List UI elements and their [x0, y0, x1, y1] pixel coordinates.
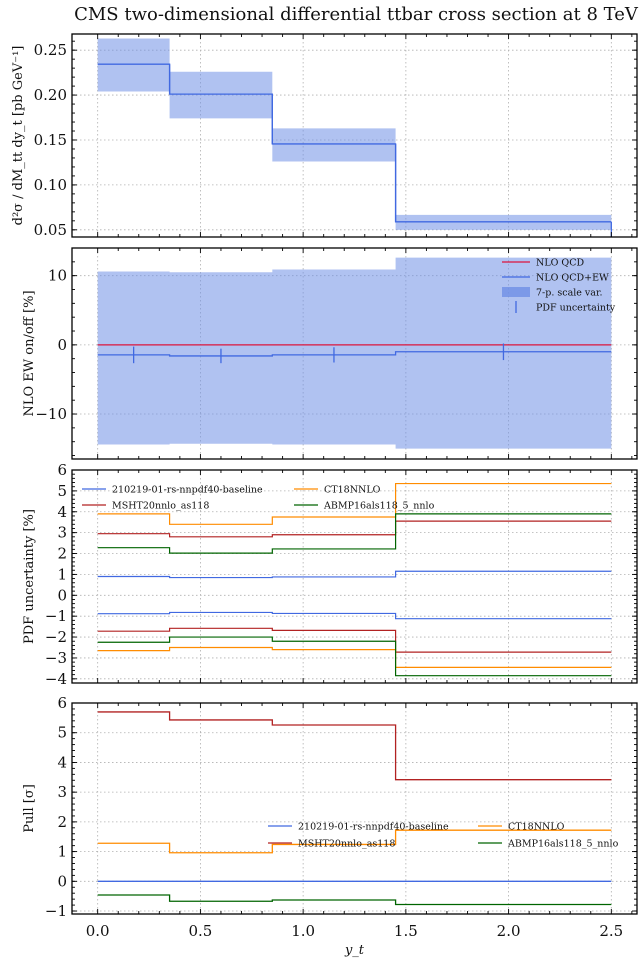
- y-tick-label: 3: [57, 524, 67, 542]
- x-tick-label: 2.0: [497, 922, 521, 940]
- legend-label: ABMP16als118_5_nnlo: [323, 501, 435, 512]
- panel-pdf-uncertainty: 210219-01-rs-nnpdf40-baseline MSHT20nnlo_…: [22, 461, 638, 688]
- y-tick-label: 0: [57, 872, 67, 890]
- legend-label: MSHT20nnlo_as118: [112, 501, 209, 512]
- x-tick-label: 2.5: [599, 922, 623, 940]
- panel-pull: 210219-01-rs-nnpdf40-baseline MSHT20nnlo_…: [22, 694, 638, 958]
- pdf-band-upper-abmp: [97, 513, 612, 554]
- y-tick-label: 0.25: [34, 41, 67, 59]
- y-axis-label: d²σ / dM_tt dy_t [pb GeV⁻¹]: [11, 46, 26, 226]
- legend-label: 210219-01-rs-nnpdf40-baseline: [298, 822, 449, 833]
- legend-label: PDF uncertainty: [536, 303, 616, 314]
- y-axis-label: PDF uncertainty [%]: [22, 509, 37, 644]
- x-tick-label: 1.0: [291, 922, 315, 940]
- y-tick-label: 5: [57, 724, 67, 742]
- nlo-qcd-ew-line: [97, 351, 612, 357]
- y-tick-label: −1: [45, 607, 67, 625]
- x-tick-label: 1.5: [394, 922, 418, 940]
- legend-label: NLO QCD+EW: [536, 273, 609, 284]
- legend-label: CT18NNLO: [508, 822, 565, 833]
- scale-variation-band: [97, 257, 612, 449]
- legend-label: MSHT20nnlo_as118: [298, 839, 395, 850]
- panel-ew-ratio: NLO QCD NLO QCD+EW 7-p. scale var. PDF unce…: [22, 247, 638, 460]
- y-tick-label: 0.05: [34, 221, 67, 239]
- pdf-band-lower-msht: [97, 627, 612, 653]
- legend-swatch-scale-var: [502, 287, 530, 297]
- panel-cross-section: 0.05 0.10 0.15 0.20 0.25 d²σ / dM_tt dy_t [pb…: [11, 33, 638, 239]
- pull-line-ct18: [97, 829, 612, 854]
- y-tick-label: −1: [45, 902, 67, 920]
- legend-label: ABMP16als118_5_nnlo: [507, 839, 619, 850]
- y-tick-label: 5: [57, 482, 67, 500]
- pdf-band-upper-ct18: [97, 482, 612, 525]
- legend-label: CT18NNLO: [324, 485, 381, 496]
- y-tick-label: −4: [45, 670, 67, 688]
- legend: 210219-01-rs-nnpdf40-baseline MSHT20nnlo_…: [268, 822, 619, 850]
- axes-frame: [71, 702, 638, 915]
- legend-label: 7-p. scale var.: [536, 288, 602, 299]
- pull-line-abmp: [97, 894, 612, 906]
- y-tick-label: 1: [57, 565, 67, 583]
- y-axis-label: NLO EW on/off [%]: [22, 290, 37, 416]
- axes-frame: [71, 469, 638, 684]
- chart-title: CMS two-dimensional differential ttbar c…: [74, 4, 639, 25]
- y-tick-label: 0.20: [34, 86, 67, 104]
- y-tick-label: 4: [57, 503, 67, 521]
- y-tick-label: 1: [57, 843, 67, 861]
- pdf-band-lower-nnpdf: [97, 611, 612, 620]
- uncertainty-band: [97, 38, 612, 230]
- legend-label: NLO QCD: [536, 258, 584, 269]
- y-tick-label: 0.10: [34, 176, 67, 194]
- pull-line-msht: [97, 711, 612, 781]
- pdf-band-lower-abmp: [97, 636, 612, 677]
- y-tick-label: −2: [45, 628, 67, 646]
- pdf-band-upper-msht: [97, 520, 612, 538]
- pdf-band-lower-ct18: [97, 646, 612, 668]
- x-axis-label: y_t: [344, 943, 365, 958]
- legend: NLO QCD NLO QCD+EW 7-p. scale var. PDF unce…: [502, 258, 616, 314]
- y-tick-label: 6: [57, 461, 67, 479]
- y-axis-label: Pull [σ]: [22, 784, 37, 833]
- y-tick-label: 0: [57, 586, 67, 604]
- y-tick-label: 4: [57, 753, 67, 771]
- x-tick-label: 0.5: [188, 922, 212, 940]
- y-tick-label: −3: [45, 649, 67, 667]
- y-tick-label: 6: [57, 694, 67, 712]
- y-tick-label: 10: [48, 267, 67, 285]
- y-tick-label: 2: [57, 813, 67, 831]
- legend-label: 210219-01-rs-nnpdf40-baseline: [112, 485, 263, 496]
- y-tick-label: 0.15: [34, 131, 67, 149]
- y-tick-label: 0: [57, 336, 67, 354]
- y-tick-label: 2: [57, 545, 67, 563]
- y-tick-label: 3: [57, 783, 67, 801]
- legend: 210219-01-rs-nnpdf40-baseline MSHT20nnlo_…: [82, 485, 435, 512]
- x-tick-label: 0.0: [86, 922, 110, 940]
- y-tick-label: −10: [35, 405, 67, 423]
- axes-frame: [71, 247, 638, 460]
- pdf-band-upper-nnpdf: [97, 570, 612, 579]
- axes-frame: [71, 33, 638, 238]
